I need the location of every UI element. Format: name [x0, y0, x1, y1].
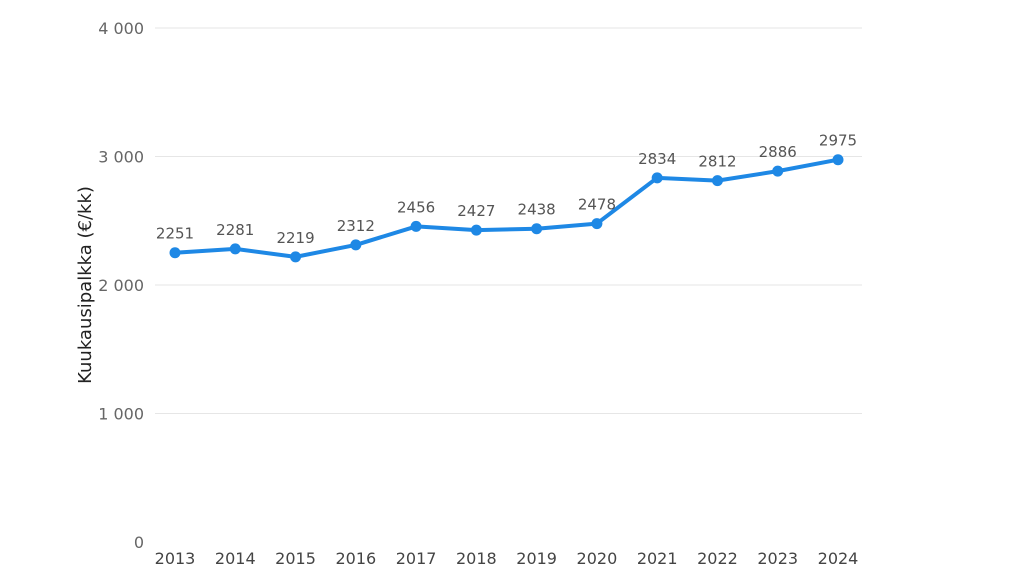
data-point	[531, 223, 543, 235]
series-line	[173, 157, 840, 259]
data-label: 2427	[457, 202, 495, 220]
data-label: 2438	[518, 201, 556, 219]
data-point	[591, 218, 603, 230]
x-tick-label: 2014	[215, 549, 256, 568]
x-tick-label: 2019	[516, 549, 557, 568]
x-tick-label: 2017	[396, 549, 437, 568]
y-axis-title: Kuukausipalkka (€/kk)	[75, 186, 96, 384]
data-labels: 2251 2281 2219 2312 2456 2427 2438 2478 2834 2812…	[156, 132, 857, 247]
x-tick-label: 2016	[335, 549, 376, 568]
data-point	[290, 251, 302, 263]
data-point	[470, 224, 482, 236]
x-tick-label: 2015	[275, 549, 316, 568]
data-label: 2478	[578, 196, 616, 214]
data-label: 2456	[397, 198, 435, 216]
y-tick-label: 1 000	[98, 405, 144, 424]
data-point	[229, 243, 241, 255]
x-tick-label: 2023	[757, 549, 798, 568]
data-point	[772, 165, 784, 177]
data-point	[832, 154, 844, 166]
x-axis-ticks: 2013 2014 2015 2016 2017 2018 2019 2020 2021 2022…	[155, 549, 859, 568]
data-label: 2834	[638, 150, 676, 168]
data-point	[651, 172, 663, 184]
data-point	[711, 175, 723, 187]
data-point	[410, 220, 422, 232]
y-tick-label: 0	[134, 533, 144, 552]
y-axis-ticks: 0 1 000 2 000 3 000 4 000	[98, 19, 144, 552]
x-tick-label: 2013	[155, 549, 196, 568]
x-tick-label: 2018	[456, 549, 497, 568]
grid-layer	[155, 27, 862, 414]
data-label: 2886	[759, 143, 797, 161]
x-tick-label: 2020	[577, 549, 618, 568]
data-label: 2281	[216, 221, 254, 239]
data-label: 2251	[156, 225, 194, 243]
x-tick-label: 2021	[637, 549, 678, 568]
y-tick-label: 4 000	[98, 19, 144, 38]
x-tick-label: 2024	[818, 549, 859, 568]
data-label: 2312	[337, 217, 375, 235]
series-layer	[169, 154, 844, 263]
x-tick-label: 2022	[697, 549, 738, 568]
data-label: 2975	[819, 132, 857, 150]
data-point	[169, 247, 181, 259]
data-point	[350, 239, 362, 251]
y-tick-label: 3 000	[98, 148, 144, 167]
data-label: 2812	[698, 153, 736, 171]
y-tick-label: 2 000	[98, 276, 144, 295]
data-label: 2219	[276, 229, 314, 247]
